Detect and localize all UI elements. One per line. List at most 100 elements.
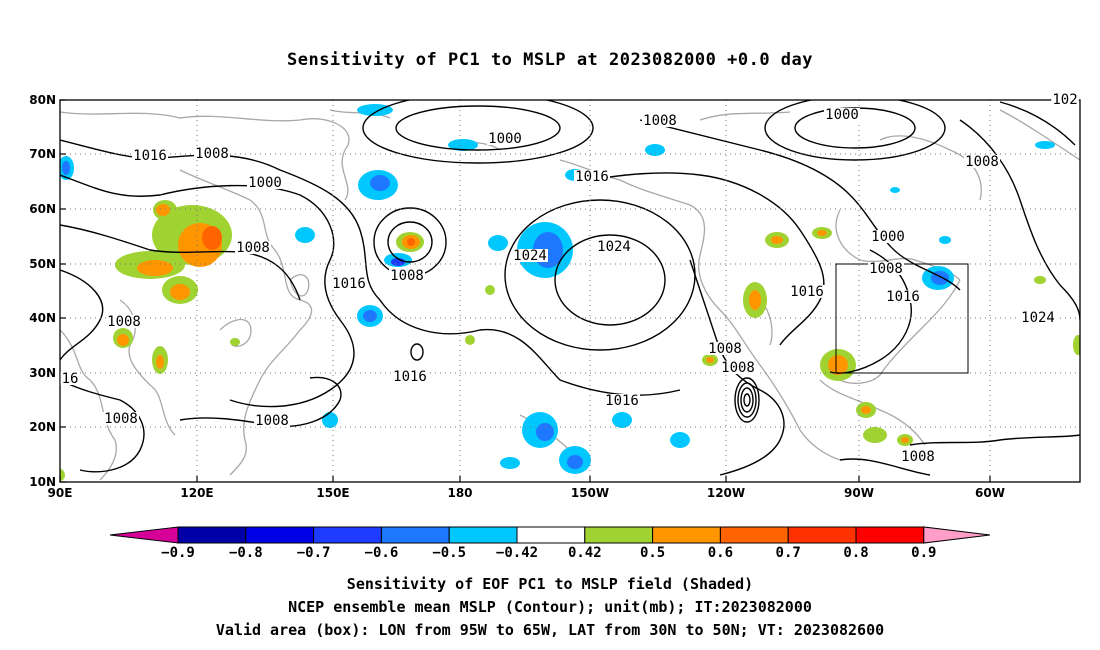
sensitivity-patch (322, 412, 338, 428)
sensitivity-patch (156, 355, 164, 369)
sensitivity-patch (500, 457, 520, 469)
colorbar-segment (719, 526, 789, 544)
caption-line-3: Valid area (box): LON from 95W to 65W, L… (215, 621, 885, 639)
lon-tick-label: 90E (48, 486, 73, 500)
lon-tick-label: 150W (571, 486, 609, 500)
colorbar-segment (516, 526, 586, 544)
colorbar-segment (855, 526, 925, 544)
sensitivity-patch (536, 423, 554, 441)
colorbar-tick-label: 0.5 (640, 545, 665, 561)
lon-tick-label: 120E (180, 486, 213, 500)
sensitivity-patch (670, 432, 690, 448)
contour-value-label: 1008 (869, 261, 903, 277)
contour-value-label: 1024 (513, 248, 547, 264)
caption-line-1: Sensitivity of EOF PC1 to MSLP field (Sh… (346, 575, 754, 593)
sensitivity-patch (645, 144, 665, 156)
sensitivity-patch (62, 161, 70, 175)
sensitivity-patch (863, 427, 887, 443)
sensitivity-patch (612, 412, 632, 428)
sensitivity-patch (488, 235, 508, 251)
sensitivity-patch (890, 187, 900, 193)
sensitivity-patch (137, 260, 173, 276)
sensitivity-patch (407, 238, 415, 246)
sensitivity-patch (202, 226, 222, 250)
colorbar-segment (245, 526, 315, 544)
colorbar-segment (584, 526, 654, 544)
sensitivity-patch (465, 335, 475, 345)
colorbar: −0.9 −0.8 −0.7 −0.6 −0.5 −0.42 0.42 0.5 0.6 0.7 0.… (109, 526, 991, 561)
sensitivity-patch (1034, 276, 1046, 284)
contour-value-label: 1008 (721, 360, 755, 376)
lat-tick-label: 80N (29, 93, 56, 107)
colorbar-tick-label: 0.6 (708, 545, 733, 561)
sensitivity-patch (828, 355, 848, 375)
contour-value-label: 1016 (133, 148, 167, 164)
coastlines (60, 109, 1080, 481)
contour-labels: 1000 1000 1000 1000 1008 1008 1008 1008 1008 1008… (60, 92, 1079, 465)
contour-value-label: 1016 (393, 369, 427, 385)
mslp-contours (60, 100, 1080, 476)
lat-tick-label: 20N (29, 420, 56, 434)
colorbar-segment (652, 526, 721, 544)
contour-value-label: 1008 (643, 113, 677, 129)
sensitivity-patch (170, 284, 190, 300)
colorbar-tick-label: 0.42 (568, 545, 602, 561)
lat-tick-label: 60N (29, 202, 56, 216)
contour-value-label: 1016 (332, 276, 366, 292)
contour-value-label: 102 (1052, 92, 1077, 108)
colorbar-tick-label: 0.9 (911, 545, 936, 561)
colorbar-tick-label: −0.42 (496, 545, 538, 561)
sensitivity-patch (861, 406, 871, 414)
sensitivity-patch (939, 236, 951, 244)
colorbar-tick-label: 0.8 (843, 545, 868, 561)
map-axes: 90E 120E 150E 180 150W 120W 90W 60W 80N 70N 60N 50N… (29, 93, 1005, 500)
sensitivity-patch (370, 175, 390, 191)
contour-value-label: 1008 (965, 154, 999, 170)
lon-tick-label: 180 (447, 486, 472, 500)
lon-tick-label: 150E (316, 486, 349, 500)
contour-value-label: 1016 (605, 393, 639, 409)
lat-tick-label: 30N (29, 366, 56, 380)
sensitivity-patch (295, 227, 315, 243)
contour-value-label: 1008 (255, 413, 289, 429)
contour-value-label: 1008 (236, 240, 270, 256)
map-frame (59, 99, 1081, 483)
lat-tick-label: 10N (29, 475, 56, 489)
contour-value-label: 1008 (901, 449, 935, 465)
map-title: Sensitivity of PC1 to MSLP at 2023082000… (286, 50, 813, 70)
lon-tick-label: 90W (844, 486, 874, 500)
colorbar-segment (448, 526, 518, 544)
sensitivity-patch (817, 230, 827, 236)
colorbar-segment (380, 526, 450, 544)
sensitivity-patch (448, 139, 478, 151)
contour-value-label: 1016 (790, 284, 824, 300)
colorbar-segment (787, 526, 857, 544)
sensitivity-patch (156, 204, 170, 216)
lon-tick-label: 120W (707, 486, 745, 500)
colorbar-low-arrow (109, 526, 179, 544)
colorbar-tick-label: −0.8 (229, 545, 263, 561)
contour-value-label: 1024 (597, 239, 631, 255)
contour-value-label: 1024 (1021, 310, 1055, 326)
contour-value-label: 1016 (886, 289, 920, 305)
contour-value-label: 1008 (104, 411, 138, 427)
lon-tick-label: 60W (975, 486, 1005, 500)
contour-value-label: 1000 (488, 131, 522, 147)
colorbar-tick-label: −0.9 (161, 545, 195, 561)
contour-value-label: 1016 (575, 169, 609, 185)
colorbar-high-arrow (923, 526, 991, 544)
contour-value-label: 1000 (248, 175, 282, 191)
contour-value-label: 1008 (708, 341, 742, 357)
sensitivity-patch (901, 437, 909, 443)
sensitivity-patch (706, 357, 714, 363)
contour-value-label: 1008 (195, 146, 229, 162)
sensitivity-patch (60, 469, 65, 481)
caption-line-2: NCEP ensemble mean MSLP (Contour); unit(… (288, 598, 812, 616)
sensitivity-patch (485, 285, 495, 295)
colorbar-tick-label: −0.7 (297, 545, 331, 561)
sensitivity-patch (1035, 141, 1055, 149)
contour-value-label: 1008 (390, 268, 424, 284)
sensitivity-patch (117, 334, 129, 346)
sensitivity-patch (363, 310, 377, 322)
